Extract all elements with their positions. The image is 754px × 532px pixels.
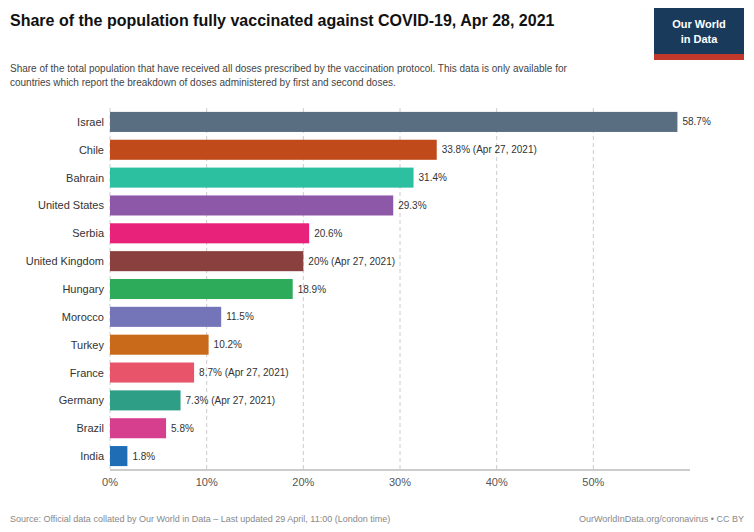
bar	[110, 223, 309, 243]
bar	[110, 307, 221, 327]
data-label: 18.9%	[298, 284, 326, 295]
x-axis-line	[110, 470, 690, 471]
data-label: 20.6%	[314, 228, 342, 239]
category-label: Morocco	[62, 311, 104, 323]
x-ticks: 0% 10% 20% 30% 40% 50%	[102, 476, 605, 488]
bar	[110, 112, 677, 132]
bar	[110, 335, 209, 355]
subtitle-line: Share of the total population that have …	[10, 63, 567, 74]
bar	[110, 446, 127, 466]
data-label: 10.2%	[214, 339, 242, 350]
logo-box	[654, 8, 744, 60]
background	[0, 0, 754, 532]
bar	[110, 418, 166, 438]
data-label: 11.5%	[226, 311, 254, 322]
tick-label: 30%	[389, 476, 411, 488]
data-label: 1.8%	[132, 451, 155, 462]
bar	[110, 168, 414, 188]
data-label: 58.7%	[682, 116, 710, 127]
category-label: Bahrain	[66, 172, 104, 184]
logo-text: in Data	[681, 33, 719, 45]
chart: Share of the population fully vaccinated…	[0, 0, 754, 532]
logo-text: Our World	[672, 18, 726, 30]
bars	[110, 112, 677, 466]
title: Share of the population fully vaccinated…	[10, 12, 555, 29]
data-label: 33.8% (Apr 27, 2021)	[442, 144, 537, 155]
bar	[110, 195, 393, 215]
subtitle-line: countries which report the breakdown of …	[10, 77, 396, 88]
category-label: Turkey	[71, 339, 105, 351]
category-label: India	[80, 450, 105, 462]
data-label: 5.8%	[171, 423, 194, 434]
grid-line	[400, 108, 401, 470]
tick-label: 50%	[582, 476, 604, 488]
logo: Our World in Data	[654, 8, 744, 60]
category-label: Chile	[79, 144, 104, 156]
y-ticks: India Brazil Germany France Turkey Morocco Hun…	[26, 116, 105, 462]
bar	[110, 251, 303, 271]
tick-label: 40%	[486, 476, 508, 488]
logo-stripe	[654, 54, 744, 60]
data-label: 20% (Apr 27, 2021)	[308, 256, 395, 267]
bar	[110, 363, 194, 383]
category-label: Germany	[59, 394, 105, 406]
data-label: 31.4%	[419, 172, 447, 183]
category-label: France	[70, 367, 104, 379]
category-label: Serbia	[72, 227, 105, 239]
source-text: Source: Official data collated by Our Wo…	[10, 514, 390, 524]
bar	[110, 390, 181, 410]
grid-line	[593, 108, 594, 470]
category-label: Brazil	[76, 422, 104, 434]
category-label: Israel	[77, 116, 104, 128]
tick-label: 20%	[292, 476, 314, 488]
bar	[110, 279, 293, 299]
subtitle: Share of the total population that have …	[10, 63, 567, 88]
grid-line	[496, 108, 497, 470]
category-label: United Kingdom	[26, 255, 104, 267]
category-label: United States	[38, 199, 105, 211]
category-label: Hungary	[62, 283, 104, 295]
grid	[110, 108, 593, 470]
source-right: OurWorldInData.org/coronavirus • CC BY	[579, 514, 744, 524]
tick-label: 10%	[196, 476, 218, 488]
data-label: 7.3% (Apr 27, 2021)	[186, 395, 275, 406]
data-labels: 1.8% 5.8% 7.3% (Apr 27, 2021) 8.7% (Apr 27,…	[132, 116, 710, 461]
bar	[110, 140, 437, 160]
data-label: 29.3%	[398, 200, 426, 211]
data-label: 8.7% (Apr 27, 2021)	[199, 367, 289, 378]
tick-label: 0%	[102, 476, 118, 488]
